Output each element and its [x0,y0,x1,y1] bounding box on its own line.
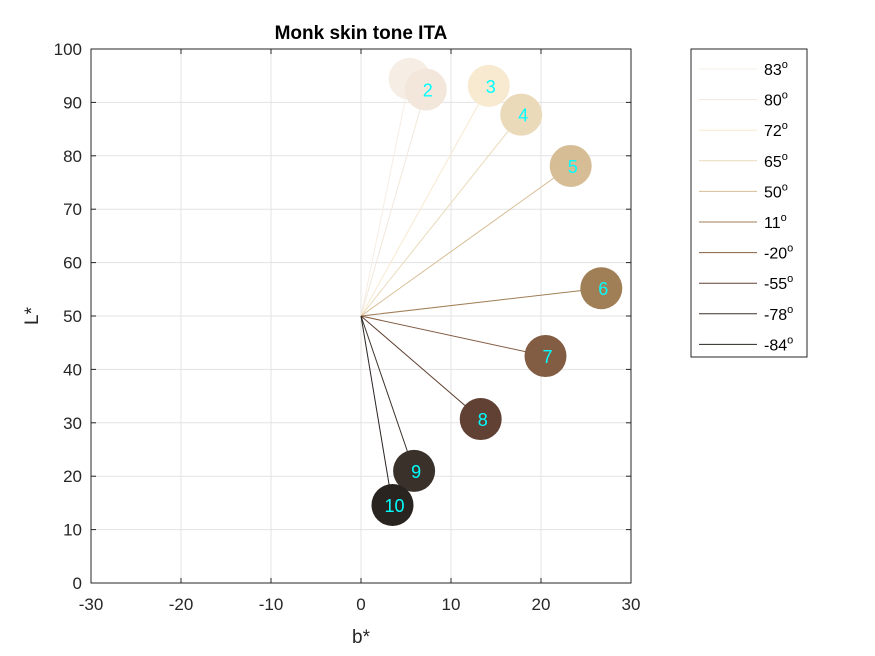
y-tick-label: 100 [54,40,82,59]
ita-ray-4 [360,114,522,317]
ita-rays [360,78,602,506]
x-tick-label: 0 [356,595,365,614]
point-label-5: 5 [568,157,578,177]
skin-tone-point-7 [524,335,567,378]
x-axis-label: b* [352,627,371,648]
skin-tone-point-8 [459,398,502,441]
skin-tone-point-10 [371,484,414,527]
legend-entry: -20o [764,243,793,263]
y-axis-label: L* [22,306,43,325]
axis-ticks: -30 -20 -10 0 10 20 30 0 10 20 30 40 50 60 70 80 90 100 [54,40,641,614]
point-label-3: 3 [486,77,496,97]
ita-ray-1 [360,78,411,317]
ita-ray-8 [360,315,482,420]
x-tick-label: 20 [532,595,551,614]
skin-tone-point-4 [500,93,543,136]
y-tick-label: 30 [63,414,82,433]
ita-ray-10 [360,315,393,506]
x-tick-label: -20 [169,595,194,614]
skin-tone-point-9 [393,449,436,492]
point-label-9: 9 [411,462,421,482]
ita-ray-6 [360,287,602,317]
legend-entry: -78o [764,304,793,324]
y-tick-label: 10 [63,521,82,540]
y-tick-label: 40 [63,360,82,379]
x-tick-label: 10 [442,595,461,614]
skin-tone-point-2 [404,68,447,111]
legend-box [690,48,808,358]
skin-tone-point-5 [549,144,592,187]
ita-ray-3 [360,85,490,317]
y-tick-label: 20 [63,467,82,486]
y-tick-label: 90 [63,93,82,112]
y-tick-label: 80 [63,147,82,166]
skin-tone-points [371,57,623,527]
x-tick-label: -10 [259,595,284,614]
y-tick-label: 60 [63,254,82,273]
chart-title: Monk skin tone ITA [275,23,448,44]
legend-entry: -84o [764,334,793,354]
skin-tone-point-6 [580,267,623,310]
skin-tone-point-3 [467,64,510,107]
point-label-2: 2 [423,81,433,101]
ita-ray-5 [360,165,571,317]
ita-ray-2 [360,89,427,317]
x-tick-label: 30 [622,595,641,614]
point-label-8: 8 [478,410,488,430]
y-tick-label: 0 [73,574,82,593]
point-label-7: 7 [542,347,552,367]
y-tick-label: 50 [63,307,82,326]
point-labels: 2 3 4 5 6 7 8 9 10 [384,77,608,516]
point-label-6: 6 [598,279,608,299]
y-tick-label: 70 [63,200,82,219]
ita-ray-7 [360,315,546,357]
x-tick-label: -30 [79,595,104,614]
legend-entry: -55o [764,273,793,293]
ita-ray-9 [360,315,415,472]
point-label-10: 10 [384,496,404,516]
point-label-4: 4 [518,106,528,126]
